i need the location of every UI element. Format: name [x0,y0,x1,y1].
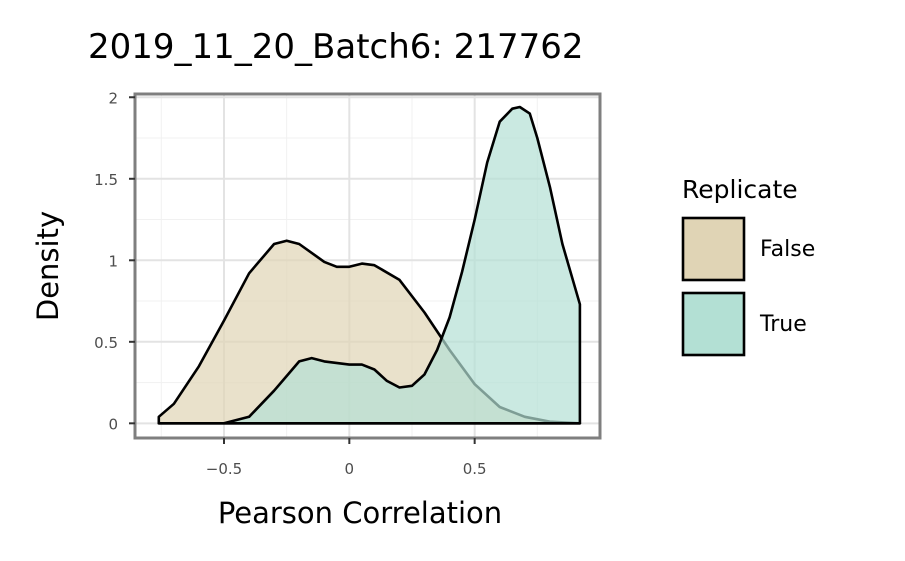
y-axis-title: Density [31,211,65,321]
legend-label-true: True [759,312,807,337]
x-axis-title: Pearson Correlation [218,496,502,530]
density-area-true [157,105,582,425]
legend: Replicate False True [681,175,815,357]
y-tick-label: 0 [108,415,118,433]
legend-label-false: False [760,237,815,262]
legend-key-false [681,216,746,282]
chart-title: 2019_11_20_Batch6: 217762 [88,27,583,67]
y-tick-label: 2 [108,89,118,107]
x-tick-label: 0.5 [463,460,487,478]
legend-key-true [681,291,746,357]
y-tick-label: 1 [108,252,118,270]
y-tick-label: 1.5 [94,171,118,189]
x-tick-label: 0 [345,460,355,478]
legend-title: Replicate [682,175,798,204]
plot-panel: −0.5 0 0.5 0 0.5 1 1.5 2 [94,89,602,478]
y-tick-label: 0.5 [94,334,118,352]
x-tick-label: −0.5 [206,460,242,478]
panel-border [133,92,602,440]
